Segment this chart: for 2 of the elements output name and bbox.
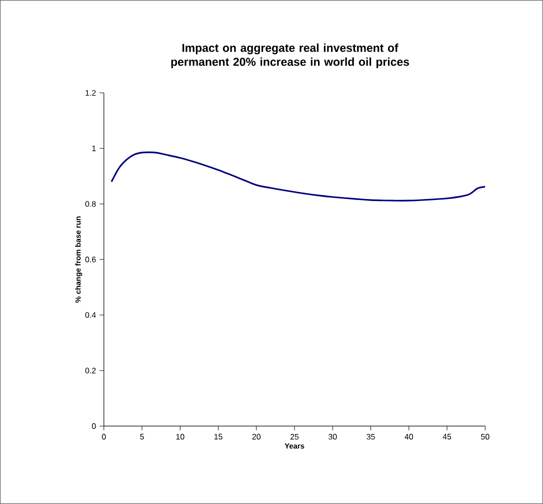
chart-title: Impact on aggregate real investment of permanent 20% increase in world oil prices <box>171 44 410 68</box>
line-series <box>110 151 486 202</box>
